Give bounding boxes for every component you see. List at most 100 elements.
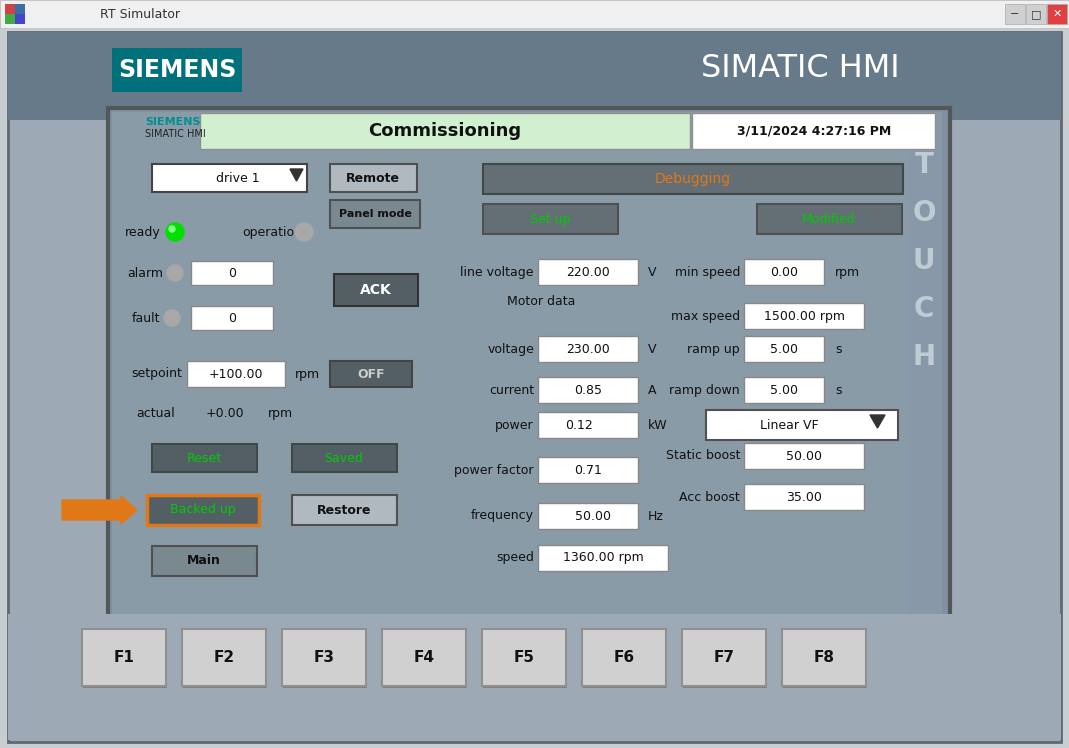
Bar <box>583 630 667 688</box>
Text: ✕: ✕ <box>1052 9 1062 19</box>
Circle shape <box>295 223 313 241</box>
Text: Modified: Modified <box>802 212 856 225</box>
Text: Backed up: Backed up <box>170 503 236 517</box>
Bar <box>7 32 1062 120</box>
Bar <box>783 629 866 686</box>
Bar <box>757 204 902 234</box>
Text: min speed: min speed <box>675 266 740 278</box>
Text: −: − <box>1010 9 1020 19</box>
Bar <box>7 614 1062 740</box>
Text: setpoint: setpoint <box>131 367 182 379</box>
Text: F2: F2 <box>214 651 234 666</box>
Text: RT Simulator: RT Simulator <box>100 7 180 20</box>
Text: F8: F8 <box>814 651 835 666</box>
Bar <box>538 336 638 362</box>
Bar <box>706 410 898 440</box>
Bar <box>292 495 397 525</box>
Text: ramp down: ramp down <box>669 384 740 396</box>
Text: SIEMENS: SIEMENS <box>118 58 236 82</box>
Text: s: s <box>835 343 841 355</box>
Bar <box>538 259 638 285</box>
Text: max speed: max speed <box>671 310 740 322</box>
Text: SIMATIC HMI: SIMATIC HMI <box>700 52 899 84</box>
FancyArrow shape <box>62 496 137 524</box>
Text: F3: F3 <box>313 651 335 666</box>
Text: F5: F5 <box>513 651 534 666</box>
Text: speed: speed <box>496 551 534 565</box>
Circle shape <box>164 310 180 326</box>
Text: 3/11/2024 4:27:16 PM: 3/11/2024 4:27:16 PM <box>737 124 892 138</box>
Text: 1500.00 rpm: 1500.00 rpm <box>763 310 845 322</box>
Text: operation: operation <box>242 225 303 239</box>
Text: rpm: rpm <box>295 367 320 381</box>
Text: 0.71: 0.71 <box>574 464 602 476</box>
Bar <box>744 259 824 285</box>
Text: 220.00: 220.00 <box>567 266 610 278</box>
Text: Restore: Restore <box>316 503 371 517</box>
Bar <box>292 444 397 472</box>
Circle shape <box>167 265 183 281</box>
Bar <box>692 113 935 149</box>
Text: SIMATIC HMI: SIMATIC HMI <box>145 129 205 139</box>
Bar <box>1047 4 1067 24</box>
Text: 5.00: 5.00 <box>770 343 797 355</box>
Text: T: T <box>915 151 933 179</box>
Text: Commissioning: Commissioning <box>369 122 522 140</box>
Bar <box>483 204 618 234</box>
Polygon shape <box>870 415 885 428</box>
Bar <box>330 200 420 228</box>
Bar <box>334 274 418 306</box>
Bar <box>330 164 417 192</box>
Bar <box>200 113 690 149</box>
Bar <box>82 629 166 686</box>
Text: □: □ <box>1031 9 1041 19</box>
Bar <box>538 503 638 529</box>
Text: power: power <box>495 418 534 432</box>
Bar <box>683 630 766 688</box>
Text: ramp up: ramp up <box>687 343 740 355</box>
Text: rpm: rpm <box>835 266 861 278</box>
Text: Saved: Saved <box>325 452 363 465</box>
Bar <box>1026 4 1045 24</box>
Bar <box>538 545 668 571</box>
Text: F1: F1 <box>113 651 135 666</box>
Text: Reset: Reset <box>186 452 221 465</box>
Bar <box>108 108 950 623</box>
Text: frequency: frequency <box>471 509 534 523</box>
Text: ready: ready <box>125 225 161 239</box>
Text: 230.00: 230.00 <box>567 343 610 355</box>
Text: Set up: Set up <box>530 212 570 225</box>
Text: ACK: ACK <box>360 283 392 297</box>
Bar <box>148 495 259 525</box>
Text: alarm: alarm <box>127 266 162 280</box>
Bar <box>15 14 25 24</box>
Bar <box>908 112 940 620</box>
Text: Panel mode: Panel mode <box>339 209 412 219</box>
Text: rpm: rpm <box>268 406 293 420</box>
Bar <box>282 629 366 686</box>
Text: Motor data: Motor data <box>507 295 575 307</box>
Text: Main: Main <box>187 554 221 568</box>
Bar <box>483 164 903 194</box>
Bar <box>182 629 266 686</box>
Bar <box>744 336 824 362</box>
Bar <box>191 306 273 330</box>
Text: Remote: Remote <box>346 171 400 185</box>
Text: 0.12: 0.12 <box>566 418 592 432</box>
Bar <box>191 261 273 285</box>
Bar <box>83 630 167 688</box>
Bar <box>5 14 15 24</box>
Text: F7: F7 <box>713 651 734 666</box>
Text: H: H <box>913 343 935 371</box>
Text: SIEMENS: SIEMENS <box>145 117 201 127</box>
Bar <box>744 484 864 510</box>
Bar <box>382 629 466 686</box>
Text: drive 1: drive 1 <box>216 171 260 185</box>
Text: +0.00: +0.00 <box>205 406 245 420</box>
Bar <box>483 630 567 688</box>
Bar <box>682 629 766 686</box>
Bar <box>112 48 242 92</box>
Polygon shape <box>290 169 303 181</box>
Text: 0.85: 0.85 <box>574 384 602 396</box>
Bar <box>5 4 25 24</box>
